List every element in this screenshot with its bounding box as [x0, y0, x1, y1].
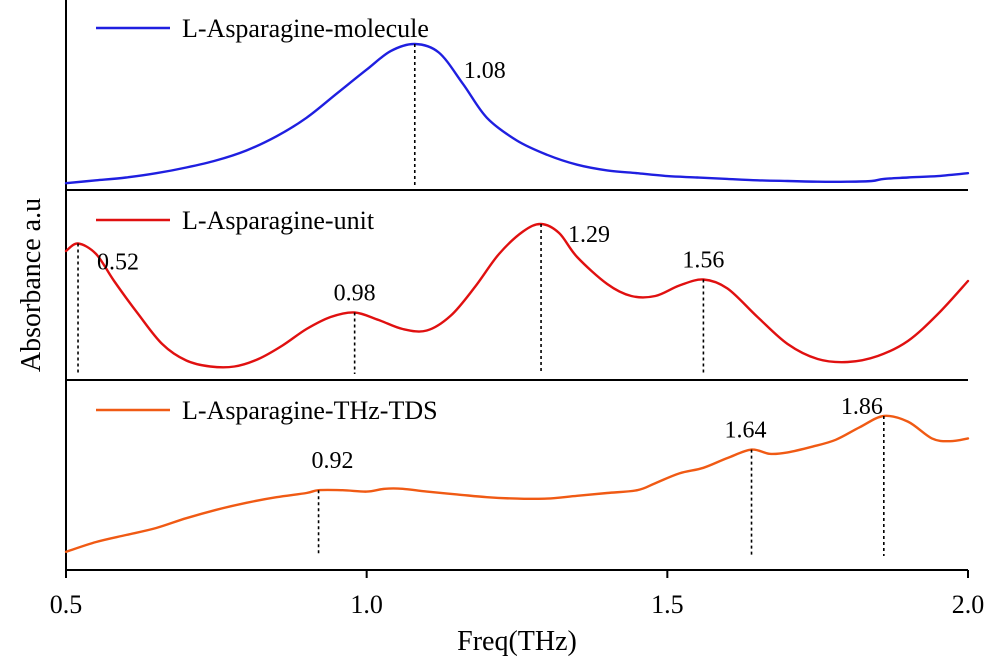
peak-label-1.29: 1.29 [568, 222, 610, 248]
legend-label-2: L-Asparagine-unit [182, 206, 375, 235]
legend-label-3: L-Asparagine-THz-TDS [182, 396, 438, 425]
panels: 1.08 L-Asparagine-molecule 0.52 0.98 1.29 1.5… [64, 14, 970, 556]
peak-label-0.52: 0.52 [97, 250, 139, 276]
legend-label-1: L-Asparagine-molecule [182, 14, 429, 43]
axes [65, 0, 968, 571]
peak-label-0.98: 0.98 [334, 281, 376, 307]
x-tick-label-1.0: 1.0 [350, 590, 383, 619]
peak-label-0.92: 0.92 [312, 448, 354, 474]
peak-label-1.56: 1.56 [682, 248, 724, 274]
panel-1: 1.08 L-Asparagine-molecule [64, 14, 970, 186]
y-axis-title: Absorbance a.u [16, 198, 47, 372]
x-tick-label-1.5: 1.5 [651, 590, 684, 619]
panel-2: 0.52 0.98 1.29 1.56 L-Asparagine-unit [64, 206, 970, 374]
x-tick-label-2.0: 2.0 [952, 590, 985, 619]
series-line-1 [64, 42, 970, 185]
panel-3: 0.92 1.64 1.86 L-Asparagine-THz-TDS [64, 394, 970, 556]
x-axis-title: Freq(THz) [457, 626, 577, 657]
peak-label-1.86: 1.86 [841, 394, 883, 420]
peak-label-1.64: 1.64 [725, 418, 767, 444]
x-ticks: 0.5 1.0 1.5 2.0 [50, 570, 985, 619]
peak-label-1.08: 1.08 [464, 58, 506, 84]
x-tick-label-0.5: 0.5 [50, 590, 83, 619]
series-line-2 [64, 222, 970, 369]
series-line-3 [64, 414, 970, 553]
